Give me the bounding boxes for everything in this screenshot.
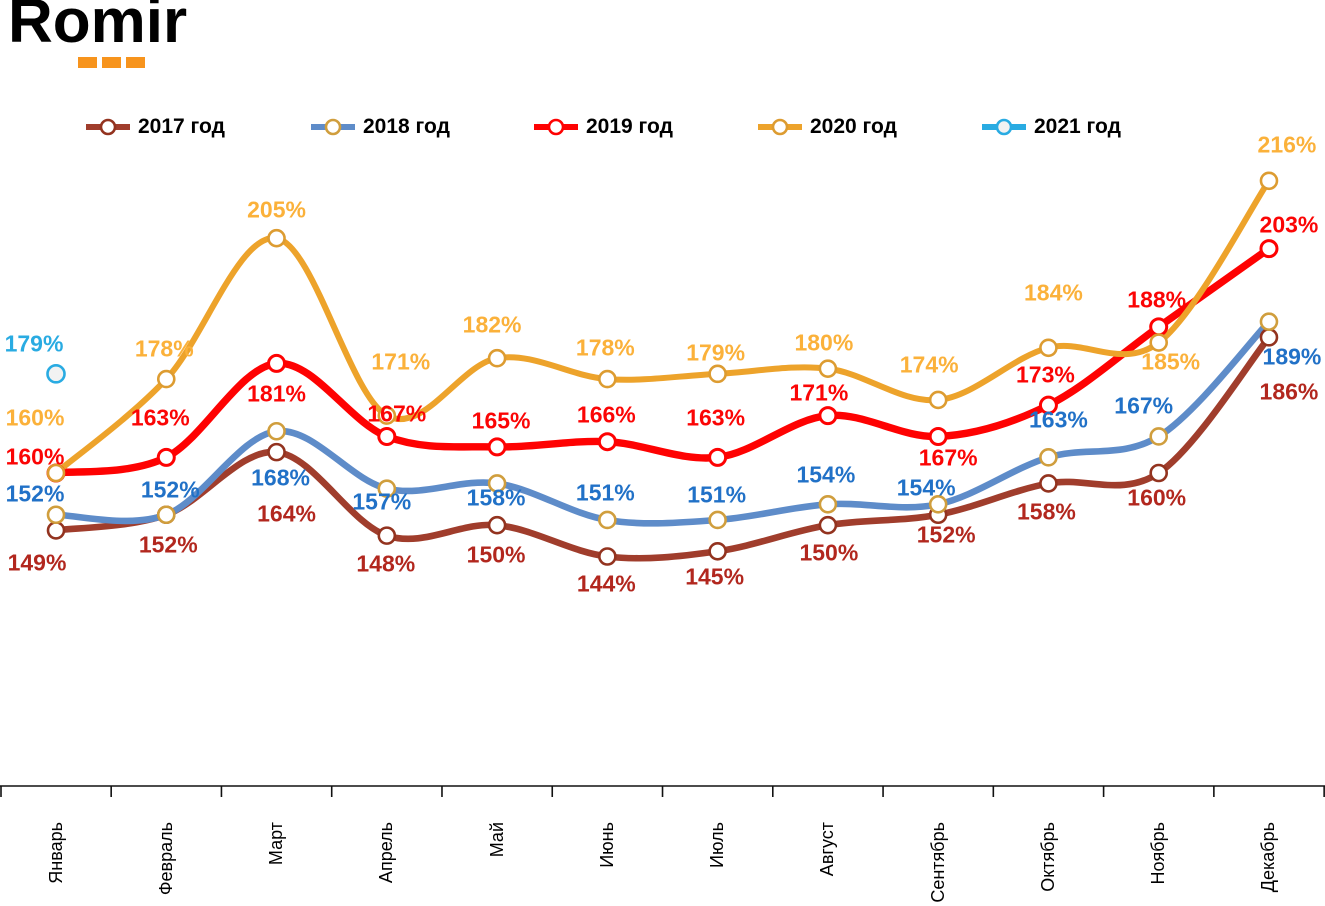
legend-label: 2021 год bbox=[1034, 115, 1121, 138]
data-point-2018-4 bbox=[487, 474, 507, 493]
data-point-2020-0 bbox=[46, 463, 66, 483]
data-point-2019-7 bbox=[818, 406, 838, 426]
legend-item-2020: 2020 год bbox=[757, 115, 897, 139]
data-point-2019-1 bbox=[156, 447, 176, 467]
legend-item-2021: 2021 год bbox=[981, 115, 1121, 139]
data-point-2018-0 bbox=[46, 505, 66, 525]
legend-item-2018: 2018 год bbox=[310, 115, 450, 139]
data-point-2020-2 bbox=[267, 228, 286, 248]
legend-swatch-icon bbox=[982, 118, 1026, 136]
series-line-2019 bbox=[52, 244, 1273, 477]
data-point-2017-3 bbox=[377, 526, 397, 545]
series-line-2018 bbox=[52, 318, 1273, 527]
legend-swatch-icon bbox=[86, 118, 130, 136]
data-point-2017-9 bbox=[1039, 474, 1058, 493]
data-point-2019-8 bbox=[928, 426, 948, 446]
romir-logo-text: Romir bbox=[8, 0, 188, 56]
series-line-2020 bbox=[53, 177, 1272, 476]
legend-label: 2018 год bbox=[363, 115, 450, 138]
data-point-2019-11 bbox=[1259, 239, 1279, 259]
legend-label: 2017 год bbox=[138, 115, 225, 138]
data-point-2020-8 bbox=[928, 390, 948, 410]
data-point-2018-11 bbox=[1259, 312, 1279, 331]
legend-item-2019: 2019 год bbox=[533, 115, 673, 139]
data-point-2020-6 bbox=[708, 364, 727, 384]
data-point-2020-1 bbox=[156, 369, 176, 389]
data-point-2019-5 bbox=[597, 432, 617, 452]
data-point-2019-3 bbox=[377, 426, 397, 446]
logo-dot-icon bbox=[102, 57, 121, 68]
data-point-2018-3 bbox=[377, 479, 397, 498]
data-point-2017-5 bbox=[598, 547, 617, 566]
legend-swatch-icon bbox=[534, 118, 578, 136]
data-point-2020-5 bbox=[598, 369, 617, 389]
data-point-2018-5 bbox=[598, 510, 617, 530]
legend-swatch-icon bbox=[311, 118, 355, 136]
data-point-2018-9 bbox=[1039, 448, 1058, 467]
data-point-2018-6 bbox=[708, 510, 727, 530]
data-point-2020-11 bbox=[1259, 171, 1279, 191]
data-point-2019-9 bbox=[1038, 395, 1058, 415]
data-point-2018-7 bbox=[818, 495, 838, 514]
data-point-2017-7 bbox=[818, 515, 838, 535]
data-point-2019-4 bbox=[487, 437, 507, 457]
data-point-2018-10 bbox=[1149, 427, 1168, 446]
data-point-2018-8 bbox=[928, 495, 948, 514]
data-point-2019-10 bbox=[1149, 317, 1169, 337]
data-point-2018-2 bbox=[267, 421, 286, 441]
data-point-2017-10 bbox=[1149, 463, 1168, 483]
data-point-2021-0 bbox=[46, 364, 66, 384]
data-point-2017-4 bbox=[487, 515, 507, 535]
data-point-2020-4 bbox=[487, 348, 507, 368]
legend-label: 2020 год bbox=[810, 115, 897, 138]
logo-dot-icon bbox=[78, 57, 97, 68]
data-point-2020-7 bbox=[818, 359, 838, 378]
data-point-2020-10 bbox=[1149, 333, 1168, 352]
data-point-2020-3 bbox=[377, 406, 397, 425]
logo-dot-icon bbox=[126, 57, 145, 68]
data-point-2017-2 bbox=[267, 442, 286, 462]
data-point-2020-9 bbox=[1039, 338, 1058, 358]
legend-swatch-icon bbox=[758, 118, 802, 136]
legend-item-2017: 2017 год bbox=[85, 115, 225, 139]
data-point-2018-1 bbox=[156, 505, 176, 525]
data-point-2019-6 bbox=[708, 447, 728, 467]
data-point-2017-0 bbox=[46, 521, 66, 540]
legend-label: 2019 год bbox=[586, 115, 673, 138]
data-point-2017-6 bbox=[708, 541, 727, 561]
romir-logo: Romir bbox=[0, 0, 220, 80]
data-point-2019-2 bbox=[267, 353, 287, 373]
data-point-2017-11 bbox=[1259, 328, 1279, 347]
